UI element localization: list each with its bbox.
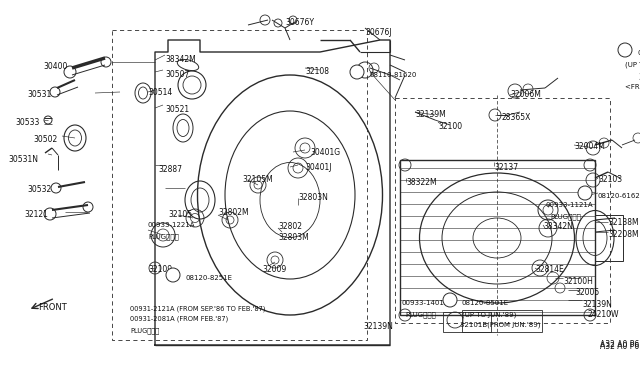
Circle shape: [443, 293, 457, 307]
Bar: [400, 160, 595, 315]
Text: 32101B(FROM JUN.'89): 32101B(FROM JUN.'89): [460, 322, 541, 328]
Text: 30532: 30532: [28, 185, 52, 194]
Text: 32814E: 32814E: [535, 265, 564, 274]
Text: 32139N: 32139N: [363, 322, 393, 331]
Circle shape: [350, 65, 364, 79]
Text: B: B: [448, 301, 452, 306]
Text: 32887: 32887: [158, 165, 182, 174]
Text: 32105: 32105: [168, 210, 192, 219]
Text: 08120-8251E: 08120-8251E: [186, 275, 233, 281]
Text: 32100: 32100: [438, 122, 462, 131]
Text: 32005: 32005: [575, 288, 599, 297]
Circle shape: [578, 186, 592, 200]
Text: 08120-8451E: 08120-8451E: [638, 50, 640, 56]
Text: PLUGプラグ: PLUGプラグ: [148, 233, 179, 240]
Text: <FROM JUN.'89>: <FROM JUN.'89>: [625, 84, 640, 90]
Text: 32103: 32103: [598, 175, 622, 184]
Text: 38342M: 38342M: [165, 55, 196, 64]
Text: 30507: 30507: [165, 70, 189, 79]
Text: 32101A: 32101A: [638, 73, 640, 82]
Text: 08120-61628: 08120-61628: [598, 193, 640, 199]
Text: 32137: 32137: [494, 163, 518, 172]
Text: 38322M: 38322M: [406, 178, 436, 187]
Text: 32139N: 32139N: [582, 300, 612, 309]
Text: 32208M: 32208M: [608, 230, 639, 239]
Bar: [462, 310, 542, 332]
Text: 32100H: 32100H: [563, 277, 593, 286]
Text: 38342N: 38342N: [543, 222, 573, 231]
Text: A32 A0 P6: A32 A0 P6: [600, 340, 639, 349]
Text: B: B: [171, 276, 175, 281]
Text: B: B: [583, 194, 587, 199]
Text: 32802M: 32802M: [218, 208, 248, 217]
Text: 32802: 32802: [278, 222, 302, 231]
Text: 30533: 30533: [15, 118, 40, 127]
Text: 24210W: 24210W: [587, 310, 618, 319]
Text: 32803N: 32803N: [298, 193, 328, 202]
Text: 32105M: 32105M: [242, 175, 273, 184]
Text: FRONT: FRONT: [38, 303, 67, 312]
Circle shape: [618, 43, 632, 57]
Text: PLUGプラグ: PLUGプラグ: [405, 311, 436, 318]
Text: 08120-8501E: 08120-8501E: [462, 300, 509, 306]
Bar: [112, 30, 367, 340]
Text: 32121: 32121: [24, 210, 48, 219]
Text: 30521: 30521: [165, 105, 189, 114]
Text: 30502: 30502: [34, 135, 58, 144]
Text: 00931-2121A (FROM SEP.'86 TO FEB.'87): 00931-2121A (FROM SEP.'86 TO FEB.'87): [130, 305, 266, 311]
Text: 32108: 32108: [305, 67, 329, 76]
Text: 32109: 32109: [148, 265, 172, 274]
Text: 30676Y: 30676Y: [285, 18, 314, 27]
Text: 32139M: 32139M: [415, 110, 445, 119]
Text: 00933-1221A: 00933-1221A: [148, 222, 195, 228]
Bar: [595, 215, 623, 261]
Text: 32009: 32009: [262, 265, 286, 274]
Text: (UP TO JUN.'89): (UP TO JUN.'89): [462, 311, 516, 317]
Bar: [395, 98, 610, 323]
Text: 30400: 30400: [44, 62, 68, 71]
Text: 32006M: 32006M: [510, 90, 541, 99]
Text: 32004M: 32004M: [574, 142, 605, 151]
Text: PLUGプラグ: PLUGプラグ: [550, 213, 581, 219]
Text: 30401J: 30401J: [305, 163, 332, 172]
Text: (UP TO JUN.'89): (UP TO JUN.'89): [625, 62, 640, 68]
Text: 30531N: 30531N: [8, 155, 38, 164]
Text: B: B: [623, 51, 627, 56]
Text: 28365X: 28365X: [502, 113, 531, 122]
Text: 08110-81620: 08110-81620: [370, 72, 417, 78]
Text: PLUGプラグ: PLUGプラグ: [130, 327, 159, 334]
Bar: [443, 312, 491, 332]
Circle shape: [166, 268, 180, 282]
Text: 30401G: 30401G: [310, 148, 340, 157]
Text: 00933-1401A: 00933-1401A: [402, 300, 450, 306]
Text: 30531: 30531: [28, 90, 52, 99]
Text: 32138M: 32138M: [608, 218, 639, 227]
Text: 30676J: 30676J: [365, 28, 392, 37]
Text: B: B: [355, 73, 359, 78]
Text: 30514: 30514: [148, 88, 172, 97]
Text: 00931-2081A (FROM FEB.'87): 00931-2081A (FROM FEB.'87): [130, 316, 228, 323]
Text: 32803M: 32803M: [278, 233, 308, 242]
Text: 00933-1121A: 00933-1121A: [545, 202, 593, 208]
Text: A32 A0 P6: A32 A0 P6: [600, 342, 639, 351]
